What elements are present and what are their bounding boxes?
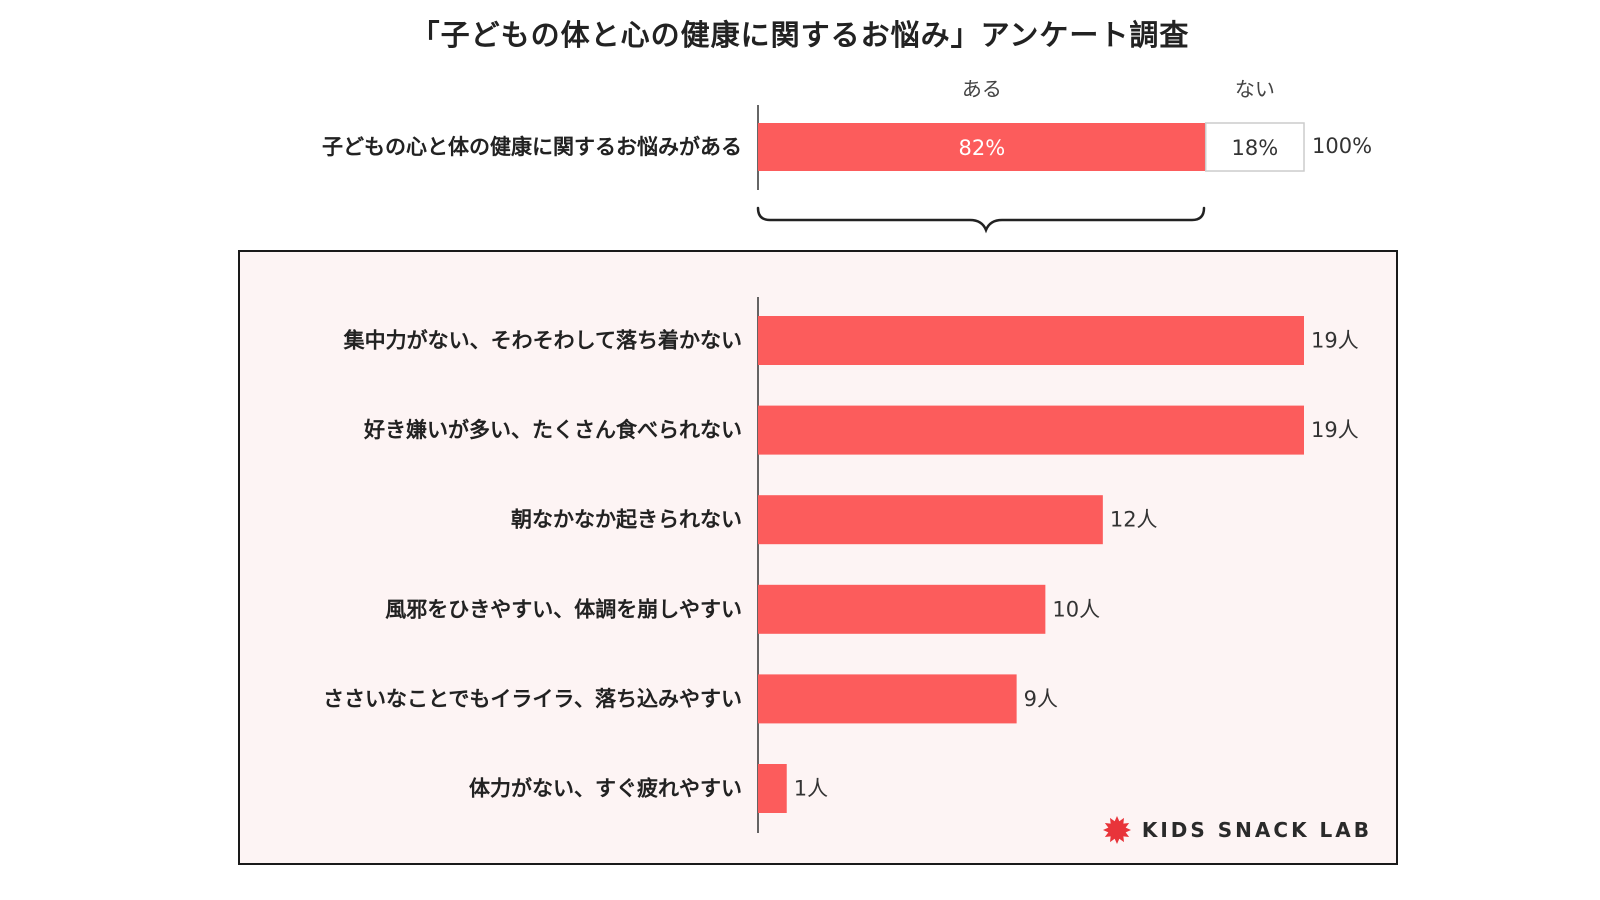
- stacked-bar-no: [1204, 122, 1305, 172]
- category-label-4: ささいなことでもイライラ、落ち込みやすい: [323, 687, 742, 711]
- bar-3: [758, 584, 1046, 634]
- stacked-value-label-1: 18%: [1232, 136, 1279, 160]
- value-label-3: 10人: [1052, 597, 1100, 621]
- category-label-1: 好き嫌いが多い、たくさん食べられない: [363, 418, 742, 442]
- category-label-3: 風邪をひきやすい、体調を崩しやすい: [385, 597, 742, 621]
- category-label-5: 体力がない、すぐ疲れやすい: [469, 777, 742, 801]
- bar-2: [758, 495, 1103, 545]
- total-label: 100%: [1312, 134, 1372, 158]
- value-label-4: 9人: [1024, 687, 1058, 711]
- bar-5: [758, 764, 787, 813]
- stacked-bar-yes: [758, 123, 1206, 171]
- value-label-0: 19人: [1311, 329, 1359, 353]
- bar-1: [758, 405, 1304, 455]
- summary-brace: [756, 206, 1206, 234]
- series-header-1: ない: [1235, 77, 1275, 101]
- value-label-1: 19人: [1311, 418, 1359, 442]
- category-label-0: 集中力がない、そわそわして落ち着かない: [343, 329, 742, 353]
- category-label-2: 朝なかなか起きられない: [511, 508, 742, 532]
- top-stacked-bar-chart: 子どもの心と体の健康に関するお悩みがある ある 82% ない 18% 100%: [322, 77, 1372, 234]
- value-label-2: 12人: [1110, 508, 1158, 532]
- series-header-0: ある: [962, 77, 1002, 101]
- value-label-5: 1人: [794, 777, 828, 801]
- red-starburst-icon: [1102, 816, 1131, 844]
- bar-4: [758, 674, 1017, 724]
- stacked-value-label-0: 82%: [959, 136, 1006, 160]
- brand-name: KIDS SNACK LAB: [1141, 818, 1372, 842]
- starburst-shape: [1102, 816, 1131, 844]
- chart-title: 「子どもの体と心の健康に関するお悩み」アンケート調査: [410, 18, 1190, 52]
- brand-logo: KIDS SNACK LAB: [1102, 815, 1372, 845]
- bar-0: [758, 316, 1304, 365]
- top-category-label: 子どもの心と体の健康に関するお悩みがある: [322, 135, 742, 159]
